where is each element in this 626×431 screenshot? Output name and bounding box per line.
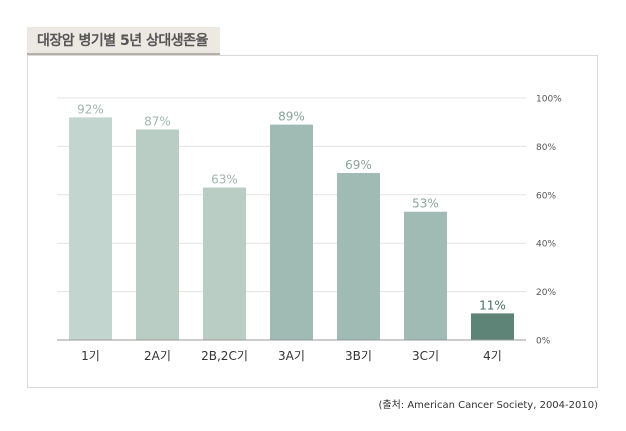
x-tick-label: 2B,2C기: [201, 349, 248, 363]
y-tick-label: 60%: [536, 191, 556, 201]
y-tick-label: 40%: [536, 240, 556, 250]
data-label: 89%: [278, 110, 305, 124]
bar: [203, 187, 246, 340]
chart-container: 0% 20% 40% 60% 80% 100% 92% 1기 87% 2A기 63% 2B,2C기 89…: [27, 55, 598, 388]
y-tick-label: 0%: [536, 337, 551, 347]
bar: [270, 124, 313, 341]
bar: [69, 117, 112, 340]
bar: [136, 129, 179, 340]
y-tick-label: 80%: [536, 143, 556, 153]
x-tick-label: 3B기: [345, 349, 372, 363]
y-tick-label: 100%: [536, 95, 562, 105]
source-note: (출처: American Cancer Society, 2004-2010): [378, 400, 598, 411]
data-label: 53%: [412, 197, 439, 211]
x-tick-label: 3A기: [278, 349, 305, 363]
y-tick-label: 20%: [536, 288, 556, 298]
data-label: 63%: [211, 173, 238, 187]
data-label: 69%: [345, 158, 372, 172]
x-tick-label: 3C기: [412, 349, 439, 363]
chart-title-tab: 대장암 병기별 5년 상대생존율: [27, 27, 220, 55]
data-label: 87%: [144, 114, 171, 128]
bar: [404, 211, 447, 340]
x-tick-label: 1기: [81, 349, 100, 363]
page-title: 대장암 병기별 5년 상대생존율: [37, 33, 208, 49]
bar: [337, 173, 380, 340]
bar-chart: 0% 20% 40% 60% 80% 100% 92% 1기 87% 2A기 63% 2B,2C기 89…: [57, 95, 562, 363]
x-tick-label: 4기: [483, 349, 502, 363]
data-label: 92%: [77, 102, 104, 116]
data-label: 11%: [479, 298, 506, 312]
x-tick-label: 2A기: [144, 349, 171, 363]
bar: [471, 313, 514, 340]
